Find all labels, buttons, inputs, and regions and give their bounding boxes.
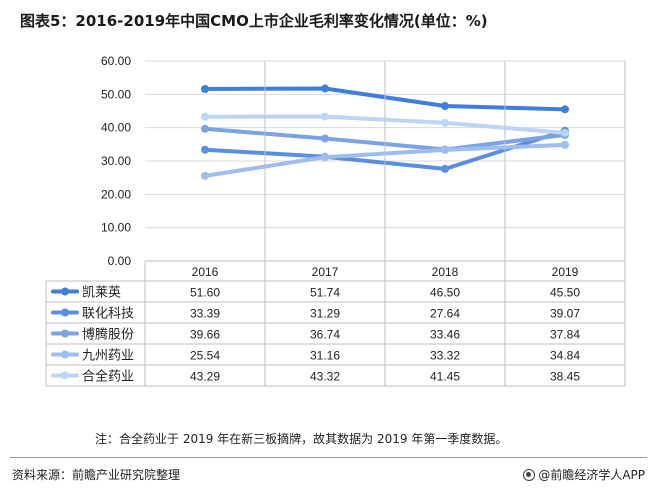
legend-series-name: 联化科技	[82, 307, 134, 322]
table-cell-value: 51.74	[310, 286, 340, 300]
data-point	[441, 118, 449, 127]
table-cell-value: 37.84	[550, 328, 580, 342]
data-point	[321, 112, 329, 121]
x-category-label: 2016	[192, 265, 219, 279]
y-tick-label: 20.00	[101, 187, 131, 201]
x-category-label: 2019	[552, 265, 579, 279]
x-category-label: 2017	[312, 265, 339, 279]
table-cell-value: 41.45	[430, 370, 460, 384]
data-point	[441, 102, 449, 110]
data-point	[321, 134, 329, 143]
legend-marker	[61, 371, 69, 380]
y-tick-label: 50.00	[101, 87, 131, 101]
y-tick-label: 30.00	[101, 154, 131, 168]
brand-credit: @前瞻经济学人APP	[523, 466, 645, 483]
table-cell-value: 45.50	[550, 286, 580, 300]
y-tick-label: 0.00	[108, 254, 132, 268]
divider	[10, 457, 647, 458]
data-point	[441, 164, 449, 173]
table-cell-value: 51.60	[190, 286, 220, 300]
table-cell-value: 43.32	[310, 370, 340, 384]
y-tick-label: 60.00	[101, 54, 131, 68]
y-tick-label: 40.00	[101, 121, 131, 135]
data-point	[201, 171, 209, 180]
table-cell-value: 38.45	[550, 370, 580, 384]
table-cell-value: 27.64	[430, 307, 460, 321]
table-cell-value: 34.84	[550, 349, 580, 363]
brand-logo-icon	[523, 468, 536, 481]
source-text: 资料来源：前瞻产业研究院整理	[12, 468, 181, 482]
line-chart: 60.00 50.00 40.00 30.00 20.00 10.00 0.00 2016 2…	[45, 54, 626, 387]
data-point	[441, 145, 449, 154]
table-cell-value: 33.39	[190, 307, 220, 321]
table-cell-value: 43.29	[190, 370, 220, 384]
footnote: 注：合全药业于 2019 年在新三板摘牌，故其数据为 2019 年第一季度数据。	[95, 432, 508, 446]
x-category-label: 2018	[432, 265, 459, 279]
data-point	[201, 124, 209, 133]
table-cell-value: 46.50	[430, 286, 460, 300]
data-point	[201, 85, 209, 93]
legend-series-name: 九州药业	[82, 349, 134, 364]
chart-title: 图表5：2016-2019年中国CMO上市企业毛利率变化情况(单位：%)	[20, 12, 488, 30]
brand-text: @前瞻经济学人APP	[538, 468, 645, 482]
table-cell-value: 25.54	[190, 349, 220, 363]
legend-marker	[61, 350, 69, 359]
data-point	[201, 112, 209, 121]
data-point	[201, 145, 209, 154]
legend-marker	[61, 329, 69, 338]
data-point	[561, 140, 569, 149]
table-cell-value: 31.16	[310, 349, 340, 363]
legend-series-name: 博腾股份	[82, 327, 134, 343]
table-cell-value: 31.29	[310, 307, 340, 321]
legend-marker	[61, 287, 69, 296]
table-cell-value: 33.46	[430, 328, 460, 342]
data-point	[561, 105, 569, 114]
legend-marker	[61, 308, 69, 317]
y-tick-label: 10.00	[101, 221, 131, 235]
table-cell-value: 33.32	[430, 349, 460, 363]
data-point	[321, 153, 329, 162]
data-point	[561, 128, 569, 137]
table-cell-value: 36.74	[310, 328, 340, 342]
table-cell-value: 39.07	[550, 307, 580, 321]
table-cell-value: 39.66	[190, 328, 220, 342]
legend-series-name: 合全药业	[82, 369, 134, 385]
data-point	[321, 84, 329, 93]
legend-series-name: 凯莱英	[82, 286, 121, 301]
